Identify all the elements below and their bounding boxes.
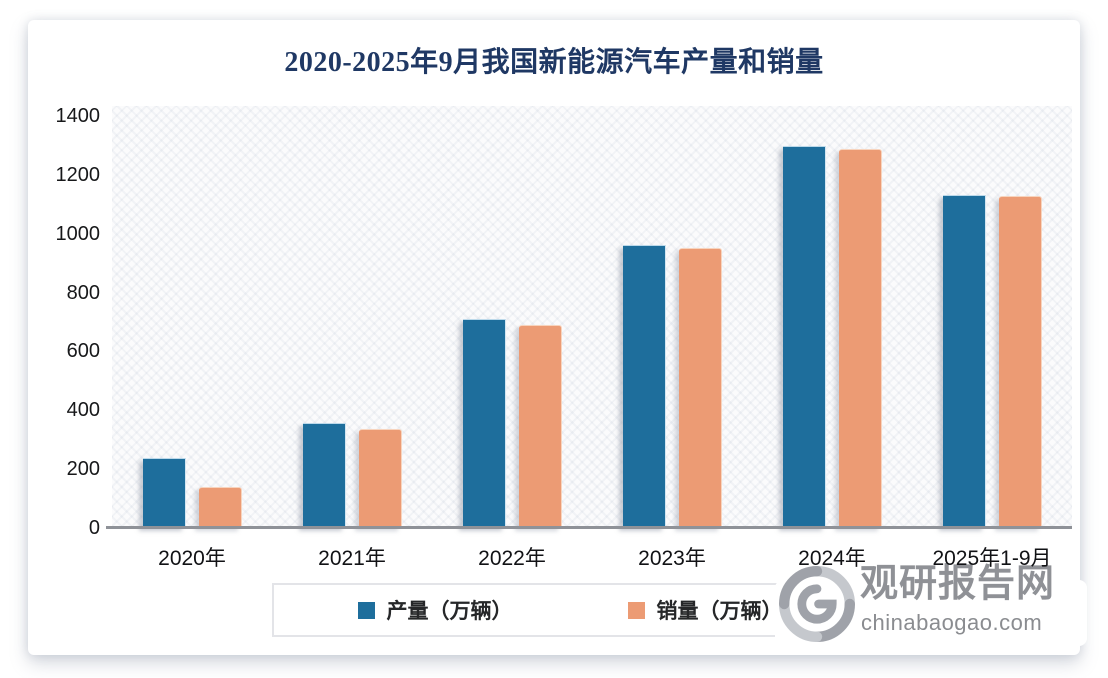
sales-bar bbox=[518, 324, 562, 528]
sales-swatch-icon bbox=[627, 601, 645, 619]
production-swatch-icon bbox=[357, 601, 375, 619]
y-axis-tick-label: 400 bbox=[66, 399, 100, 422]
y-axis-tick-label: 600 bbox=[66, 340, 100, 363]
watermark-domain: chinabaogao.com bbox=[861, 610, 1043, 635]
swirl-logo-icon bbox=[777, 564, 857, 644]
sales-bar bbox=[198, 487, 242, 528]
x-axis-tick-label: 2021年 bbox=[318, 547, 386, 570]
bar-group bbox=[592, 116, 752, 528]
bar-group bbox=[752, 116, 912, 528]
x-axis-tick-label: 2023年 bbox=[638, 547, 706, 570]
watermark-site-name: 观研报告网 bbox=[860, 563, 1056, 605]
y-axis-tick-label: 1000 bbox=[55, 222, 101, 245]
y-axis-tick-label: 0 bbox=[88, 517, 100, 539]
bars-area bbox=[112, 116, 1072, 528]
production-bar bbox=[942, 195, 986, 528]
y-axis-tick-label: 800 bbox=[66, 281, 100, 304]
legend-item-sales: 销量（万辆） bbox=[627, 595, 783, 625]
x-axis-tick-label: 2025年1-9月 bbox=[932, 547, 1052, 570]
production-bar bbox=[782, 145, 826, 528]
sales-bar bbox=[678, 248, 722, 528]
plot-area-background bbox=[112, 106, 1072, 528]
y-axis-tick-label: 1400 bbox=[55, 105, 101, 127]
sales-bar bbox=[998, 196, 1042, 528]
legend-label-sales: 销量（万辆） bbox=[656, 600, 783, 623]
legend-label-production: 产量（万辆） bbox=[386, 600, 513, 623]
watermark-logo: 观研报告网 chinabaogao.com bbox=[775, 556, 1090, 648]
production-bar bbox=[302, 422, 346, 528]
x-axis-tick-label: 2020年 bbox=[158, 547, 226, 570]
y-axis-tick-label: 200 bbox=[66, 458, 100, 481]
legend: 产量（万辆） 销量（万辆） bbox=[272, 583, 868, 637]
x-axis-tick-label: 2024年 bbox=[798, 547, 866, 570]
production-bar bbox=[142, 457, 186, 528]
bar-group bbox=[912, 116, 1072, 528]
production-bar bbox=[622, 245, 666, 528]
x-axis-line bbox=[106, 526, 1072, 529]
production-bar bbox=[462, 319, 506, 528]
x-axis-tick-label: 2022年 bbox=[478, 547, 546, 570]
bar-group bbox=[112, 116, 272, 528]
sales-bar bbox=[358, 429, 402, 528]
sales-bar bbox=[838, 148, 882, 528]
y-axis-tick-label: 1200 bbox=[55, 163, 101, 186]
chart-title: 2020-2025年9月我国新能源汽车产量和销量 bbox=[284, 47, 824, 78]
legend-item-production: 产量（万辆） bbox=[357, 595, 513, 625]
bar-group bbox=[432, 116, 592, 528]
bar-group bbox=[272, 116, 432, 528]
